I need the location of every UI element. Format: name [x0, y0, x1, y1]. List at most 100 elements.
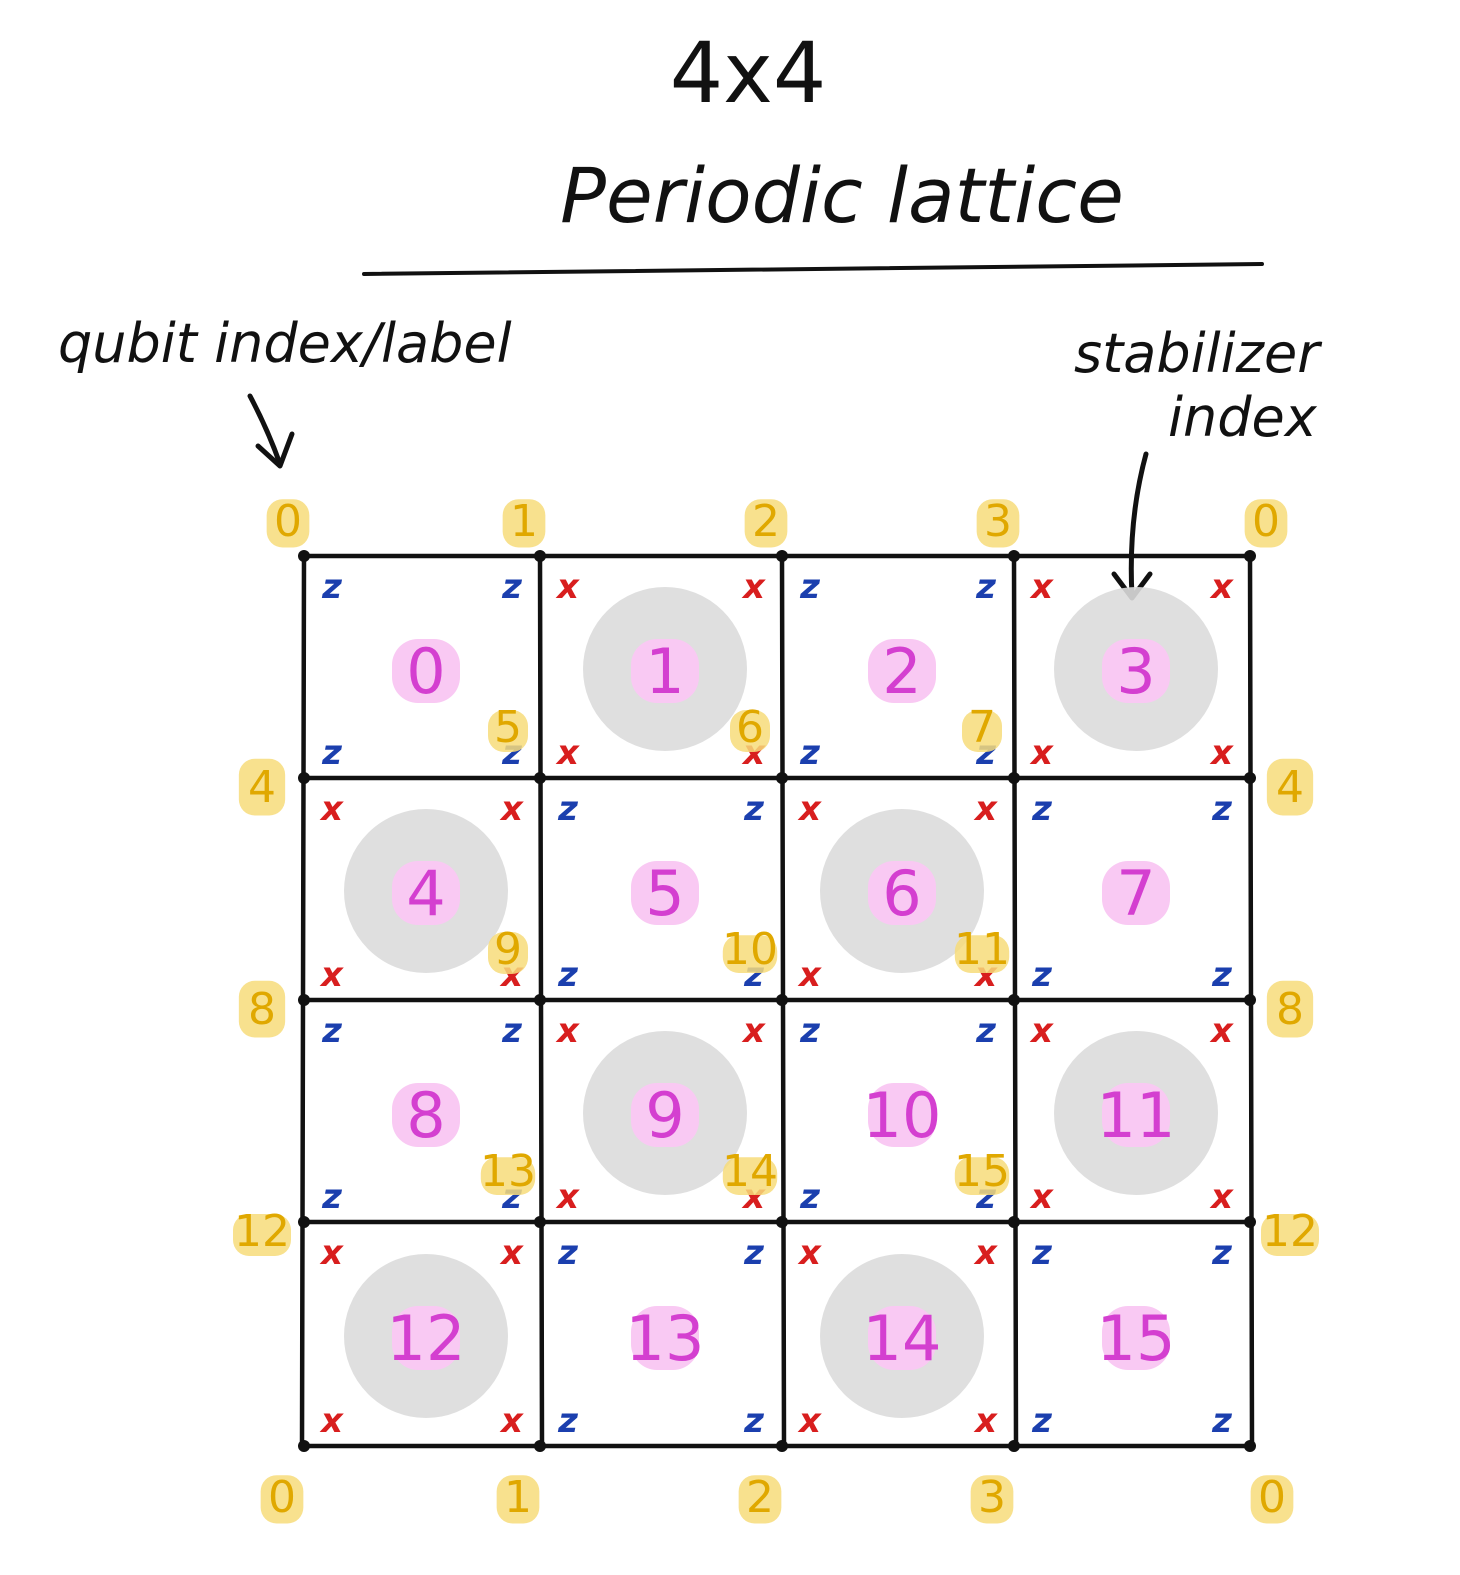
title-underline [362, 262, 1264, 276]
z-operator: z [1211, 955, 1232, 995]
qubit-index-5: 5 [494, 702, 522, 753]
z-operator: z [743, 789, 764, 829]
qubit-highlight [962, 710, 1002, 752]
x-operator: x [499, 1233, 524, 1273]
z-operator: z [321, 1177, 342, 1217]
z-operator: z [1211, 1401, 1232, 1441]
qubit-vertex [1008, 772, 1020, 784]
qubit-index-9: 9 [494, 924, 522, 975]
stabilizer-index-10: 10 [863, 1079, 942, 1152]
qubit-index-13: 13 [480, 1146, 536, 1197]
x-operator: x [1029, 1177, 1054, 1217]
stabilizer-index-15: 15 [1097, 1302, 1176, 1375]
z-operator: z [1211, 789, 1232, 829]
qubit-vertex [534, 994, 546, 1006]
stabilizer-highlight [1102, 1306, 1170, 1370]
x-operator: x [1209, 1177, 1234, 1217]
z-operator: z [557, 1233, 578, 1273]
x-operator: x [1209, 1011, 1234, 1051]
qubit-index-10: 10 [722, 924, 778, 975]
shaded-plaquettes [344, 587, 1218, 1418]
qubit-vertex [776, 994, 788, 1006]
qubit-index-11: 11 [954, 924, 1010, 975]
x-operator: x [555, 1011, 580, 1051]
qubit-vertex [298, 1216, 310, 1228]
stabilizer-highlight [631, 1083, 699, 1147]
qubit-vertex [534, 1216, 546, 1228]
x-operator: x [973, 1233, 998, 1273]
x-operator: x [555, 1177, 580, 1217]
qubit-highlight [722, 1157, 778, 1195]
z-operator: z [557, 955, 578, 995]
title-line2: Periodic lattice [560, 151, 1124, 240]
shaded-plaquette-14 [820, 1254, 984, 1418]
shaded-plaquette-3 [1054, 587, 1218, 751]
qubit-highlight [722, 935, 778, 973]
stabilizer-highlight [392, 1306, 460, 1370]
stabilizer-index-8: 8 [406, 1079, 445, 1152]
qubit-vertex [298, 772, 310, 784]
qubit-index-2: 2 [746, 1472, 774, 1523]
qubit-vertex [298, 550, 310, 562]
title-line1: 4x4 [670, 24, 827, 122]
x-operator: x [741, 1011, 766, 1051]
x-operator: x [319, 789, 344, 829]
z-operator: z [975, 567, 996, 607]
qubit-vertex [1244, 1440, 1256, 1452]
qubit-highlight [954, 1157, 1010, 1195]
x-operator: x [797, 789, 822, 829]
z-operator: z [799, 1177, 820, 1217]
x-operator: x [797, 1233, 822, 1273]
stabilizer-highlight [631, 639, 699, 703]
qubit-vertex [1008, 994, 1020, 1006]
shaded-plaquette-6 [820, 809, 984, 973]
qubit-index-2: 2 [752, 496, 780, 547]
z-operator: z [1031, 1233, 1052, 1273]
z-operator: z [799, 567, 820, 607]
qubit-vertex [1008, 1216, 1020, 1228]
stabilizer-index-label: stabilizer [1074, 322, 1322, 385]
stabilizer-index-2: 2 [882, 635, 921, 708]
qubit-vertex [534, 1440, 546, 1452]
z-operator: z [743, 1401, 764, 1441]
z-operator: z [1031, 955, 1052, 995]
qubit-index-7: 7 [968, 702, 996, 753]
x-operator: x [1029, 567, 1054, 607]
qubit-vertex [1008, 550, 1020, 562]
qubit-highlight [266, 499, 310, 548]
qubit-highlight [954, 935, 1010, 973]
qubit-vertex [1244, 994, 1256, 1006]
z-operator: z [321, 567, 342, 607]
shaded-plaquette-11 [1054, 1031, 1218, 1195]
stabilizer-index-6: 6 [882, 857, 921, 930]
qubit-index-6: 6 [736, 702, 764, 753]
pauli-operators: z zz zx xx xz zz zx xx xx xx xz zz zx xx xz zz zz zz zx xx x… [319, 567, 1234, 1441]
qubit-vertex [1244, 772, 1256, 784]
stabilizer-index-7: 7 [1116, 857, 1155, 930]
z-operator: z [799, 733, 820, 773]
stabilizer-index-11: 11 [1097, 1079, 1176, 1152]
stabilizer-arrow [1111, 451, 1153, 601]
stabilizer-highlight [868, 639, 936, 703]
z-operator: z [799, 1011, 820, 1051]
qubit-highlight [970, 1475, 1014, 1524]
stabilizer-highlight [868, 1083, 936, 1147]
x-operator: x [499, 789, 524, 829]
qubit-vertex [1244, 550, 1256, 562]
stabilizer-highlight [631, 1306, 699, 1370]
qubit-index-0: 0 [1252, 496, 1280, 547]
qubit-vertex [298, 994, 310, 1006]
x-operator: x [1029, 1011, 1054, 1051]
qubit-highlight [496, 1475, 540, 1524]
stabilizer-highlight [392, 861, 460, 925]
z-operator: z [557, 1401, 578, 1441]
qubit-index-0: 0 [274, 496, 302, 547]
qubit-highlight [1266, 758, 1314, 816]
z-operator: z [1031, 1401, 1052, 1441]
stabilizer-index-9: 9 [645, 1079, 684, 1152]
qubit-highlight [260, 1475, 304, 1524]
stabilizer-index-14: 14 [863, 1302, 942, 1375]
qubit-index-8: 8 [1276, 984, 1304, 1035]
